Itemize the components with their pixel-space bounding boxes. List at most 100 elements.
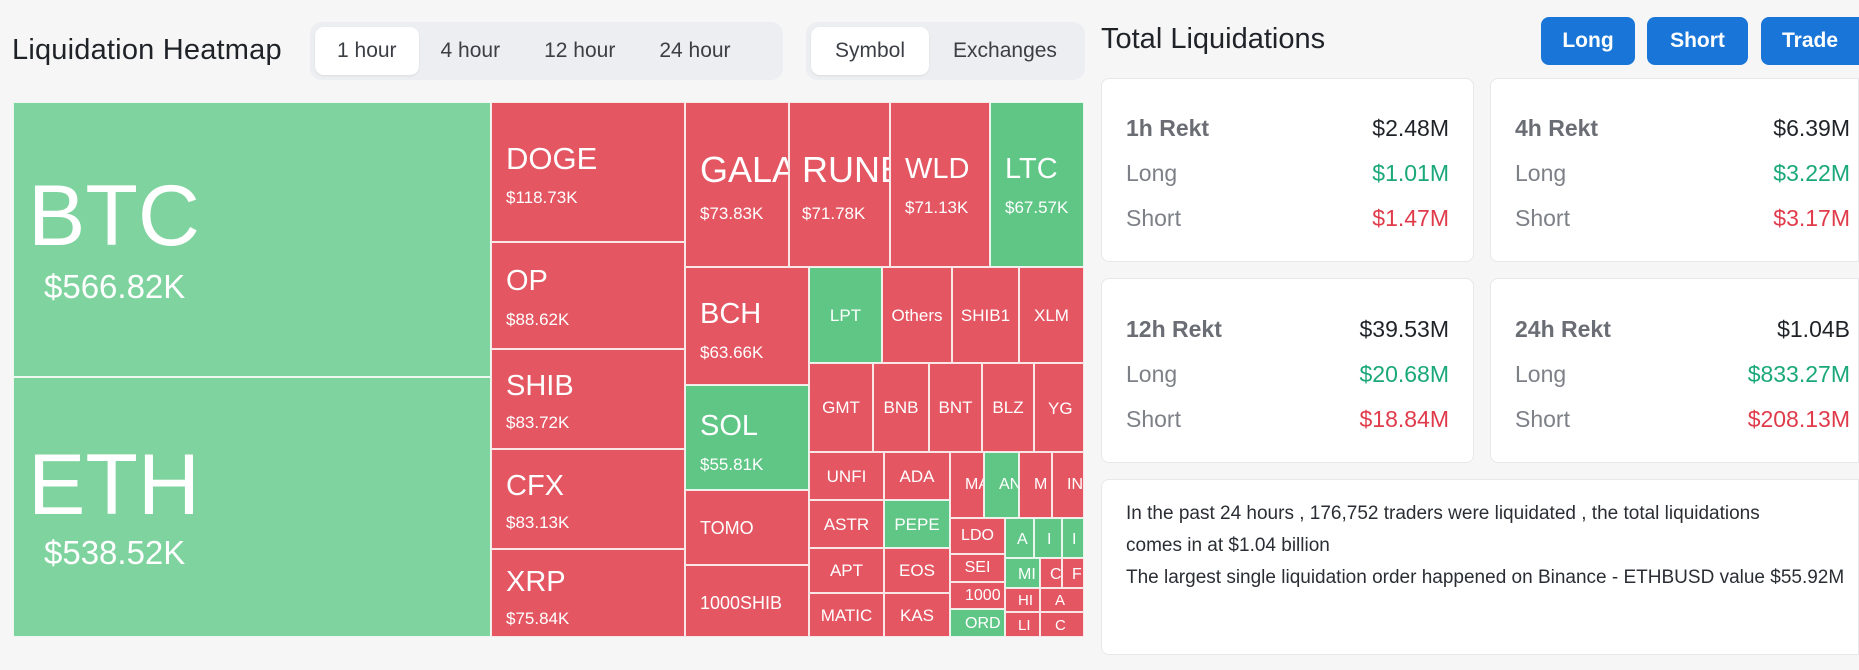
tile-an[interactable]: AN	[984, 452, 1019, 518]
short-value: $1.47M	[1372, 204, 1449, 231]
tile-symbol: XLM	[1034, 305, 1069, 325]
tile-1000shib[interactable]: 1000SHIB	[685, 565, 809, 637]
card-label: 1h Rekt	[1126, 114, 1210, 141]
time-option-4h[interactable]: 4 hour	[440, 39, 501, 62]
liquidation-summary: In the past 24 hours , 176,752 traders w…	[1101, 479, 1859, 655]
tile-rune[interactable]: RUNE $71.78K	[789, 102, 890, 267]
card-total: $6.39M	[1773, 114, 1850, 141]
tile-symbol: I	[1047, 531, 1052, 548]
tile-ord[interactable]: ORD	[950, 609, 1005, 637]
tile-cfx[interactable]: CFX $83.13K	[491, 449, 685, 549]
card-label: 4h Rekt	[1515, 114, 1599, 141]
tile-shib1[interactable]: SHIB1	[952, 267, 1019, 363]
long-label: Long	[1126, 159, 1178, 186]
time-option-12h[interactable]: 12 hour	[544, 39, 616, 62]
card-total: $2.48M	[1372, 114, 1449, 141]
short-button[interactable]: Short	[1647, 17, 1748, 65]
tile-ada[interactable]: ADA	[884, 452, 950, 500]
tile-symbol: APT	[829, 561, 864, 580]
tile-li[interactable]: LI	[1005, 612, 1040, 637]
tile-sol[interactable]: SOL $55.81K	[685, 385, 809, 490]
tile-i1[interactable]: I	[1034, 518, 1062, 558]
tile-ltc[interactable]: LTC $67.57K	[990, 102, 1084, 267]
tile-1000[interactable]: 1000	[950, 582, 1005, 609]
card-label: 24h Rekt	[1515, 315, 1611, 342]
tile-in[interactable]: IN	[1052, 452, 1084, 518]
tile-mi[interactable]: MI	[1005, 558, 1040, 588]
tile-symbol: YG	[1048, 399, 1073, 418]
short-value: $3.17M	[1773, 204, 1850, 231]
mode-option-exchanges[interactable]: Exchanges	[953, 39, 1057, 62]
long-label: Long	[1515, 159, 1567, 186]
tile-ma[interactable]: MA	[950, 452, 984, 518]
tile-symbol: SHIB1	[960, 305, 1011, 325]
tile-ygg[interactable]: YG	[1034, 363, 1084, 452]
tile-a2[interactable]: A	[1040, 588, 1084, 612]
tile-c1[interactable]: C	[1040, 558, 1062, 588]
short-value: $18.84M	[1359, 405, 1449, 432]
tile-ldo[interactable]: LDO	[950, 518, 1005, 554]
tile-others[interactable]: Others	[882, 267, 952, 363]
tile-symbol: GALA	[700, 149, 789, 190]
tile-symbol: LI	[1018, 617, 1031, 634]
tile-kas[interactable]: KAS	[884, 593, 950, 637]
tile-gala[interactable]: GALA $73.83K	[685, 102, 789, 267]
tile-value: $88.62K	[506, 310, 570, 329]
tile-sei[interactable]: SEI	[950, 554, 1005, 582]
tile-unfi[interactable]: UNFI	[809, 452, 884, 500]
short-label: Short	[1126, 405, 1181, 432]
tile-m[interactable]: M	[1019, 452, 1052, 518]
tile-a1[interactable]: A	[1005, 518, 1034, 558]
card-label: 12h Rekt	[1126, 315, 1222, 342]
tile-bch[interactable]: BCH $63.66K	[685, 267, 809, 385]
tile-symbol: SHIB	[506, 370, 574, 402]
tile-matic[interactable]: MATIC	[809, 593, 884, 637]
tile-doge[interactable]: DOGE $118.73K	[491, 102, 685, 242]
tile-symbol: BTC	[28, 168, 200, 264]
tile-value: $71.13K	[905, 198, 969, 217]
tile-symbol: OP	[506, 265, 548, 297]
long-button[interactable]: Long	[1541, 17, 1635, 65]
tile-symbol: I	[1072, 531, 1077, 548]
time-option-24h[interactable]: 24 hour	[659, 39, 731, 62]
tile-op[interactable]: OP $88.62K	[491, 242, 685, 349]
tile-symbol: A	[1055, 592, 1066, 609]
tile-wld[interactable]: WLD $71.13K	[890, 102, 990, 267]
tile-symbol: AN	[999, 476, 1018, 493]
time-option-1h[interactable]: 1 hour	[315, 27, 419, 75]
tile-apt[interactable]: APT	[809, 548, 884, 593]
page-title: Liquidation Heatmap	[12, 34, 282, 66]
tile-eos[interactable]: EOS	[884, 548, 950, 593]
tile-symbol: XRP	[506, 566, 566, 598]
tile-bnt[interactable]: BNT	[929, 363, 982, 452]
tile-xlm[interactable]: XLM	[1019, 267, 1084, 363]
card-total: $39.53M	[1359, 315, 1449, 342]
short-value: $208.13M	[1747, 405, 1850, 432]
liquidation-heatmap: BTC $566.82K ETH $538.52K DOGE $118.73K …	[13, 102, 1084, 637]
tile-tomo[interactable]: TOMO	[685, 490, 809, 565]
tile-c2[interactable]: C	[1040, 612, 1084, 637]
tile-symbol: ETH	[28, 437, 200, 533]
tile-symbol: C	[1050, 566, 1062, 583]
tile-bnb[interactable]: BNB	[873, 363, 929, 452]
mode-option-symbol[interactable]: Symbol	[811, 27, 930, 75]
tile-f1[interactable]: F	[1062, 558, 1084, 588]
short-label: Short	[1515, 405, 1570, 432]
tile-astr[interactable]: ASTR	[809, 500, 884, 548]
tile-lpt[interactable]: LPT	[809, 267, 882, 363]
tile-value: $118.73K	[506, 188, 578, 207]
tile-eth[interactable]: ETH $538.52K	[13, 377, 491, 637]
tile-btc[interactable]: BTC $566.82K	[13, 102, 491, 377]
tile-i2[interactable]: I	[1062, 518, 1084, 558]
rekt-card-12h: 12h Rekt $39.53M Long $20.68M Short $18.…	[1101, 278, 1474, 463]
tile-blz[interactable]: BLZ	[982, 363, 1034, 452]
trade-button[interactable]: Trade	[1761, 17, 1859, 65]
tile-value: $566.82K	[44, 268, 186, 305]
tile-value: $63.66K	[700, 343, 764, 362]
tile-xrp[interactable]: XRP $75.84K	[491, 549, 685, 637]
tile-shib[interactable]: SHIB $83.72K	[491, 349, 685, 449]
tile-gmt[interactable]: GMT	[809, 363, 873, 452]
tile-hi[interactable]: HI	[1005, 588, 1040, 612]
tile-pepe[interactable]: PEPE	[884, 500, 950, 548]
rekt-card-24h: 24h Rekt $1.04B Long $833.27M Short $208…	[1490, 278, 1859, 463]
